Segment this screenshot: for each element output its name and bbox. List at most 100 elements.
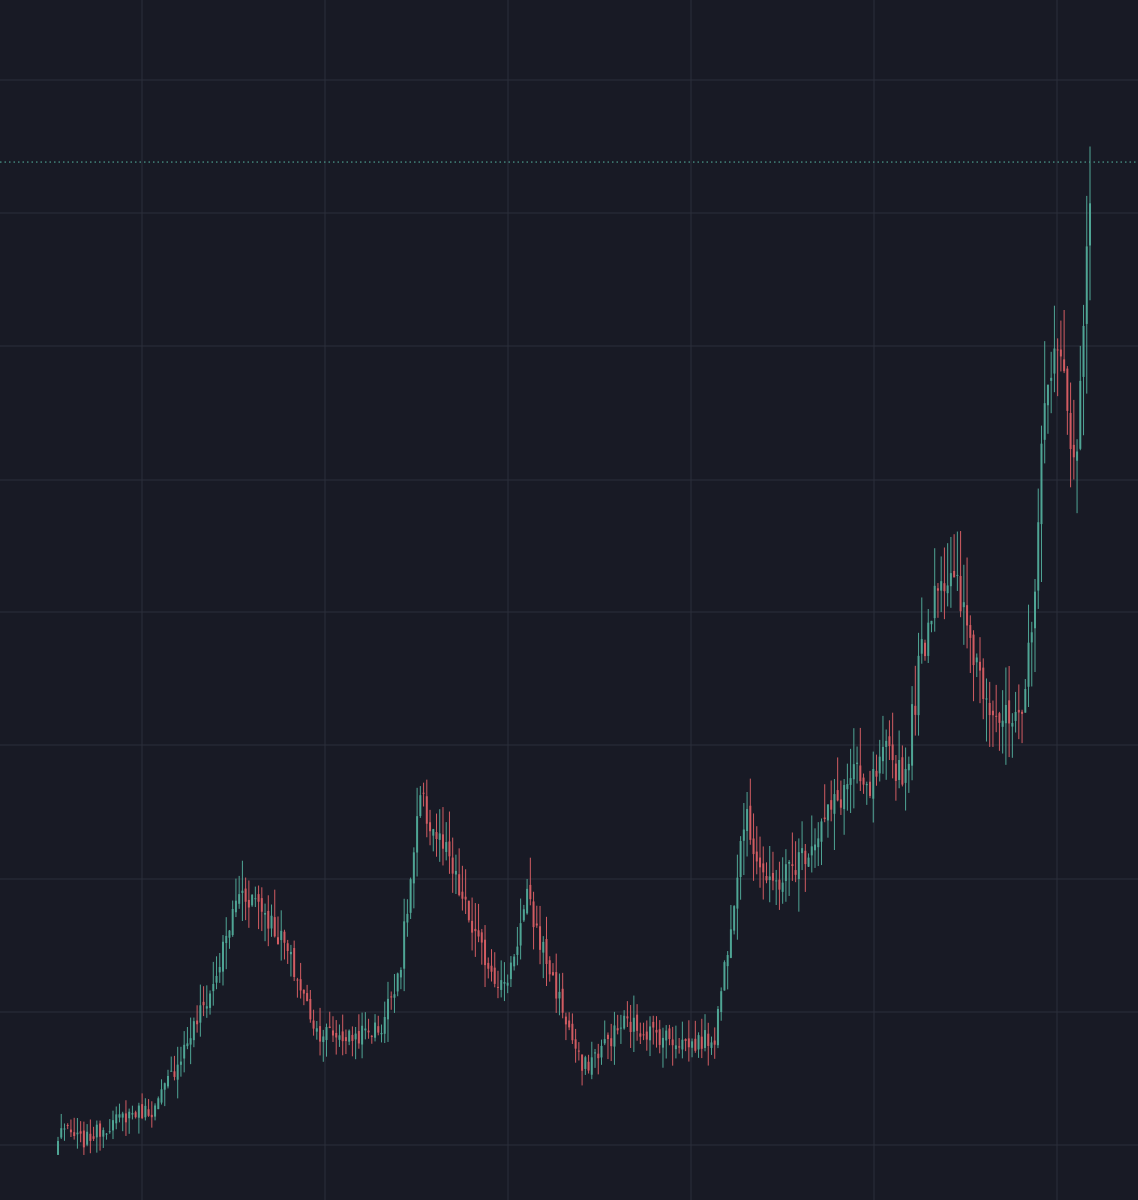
candle-body (678, 1046, 681, 1048)
candle-body (474, 928, 477, 932)
candle (632, 995, 635, 1053)
candle (558, 973, 561, 1016)
candle-body (975, 657, 978, 663)
candle-body (716, 1008, 719, 1046)
candle (784, 849, 787, 902)
candle (270, 904, 273, 937)
candle (516, 926, 519, 966)
candle (920, 597, 923, 664)
candle (179, 1046, 182, 1077)
candle-body (700, 1036, 703, 1049)
candle-body (691, 1041, 694, 1048)
candle-body (406, 913, 409, 923)
candle (474, 903, 477, 957)
candle-body (888, 736, 891, 747)
candle (115, 1106, 118, 1130)
candle (636, 1004, 639, 1041)
candle (118, 1103, 121, 1123)
candle (998, 711, 1001, 751)
candle-body (202, 1001, 205, 1006)
candle-body (254, 898, 257, 900)
candle (535, 905, 538, 928)
candle-body (60, 1128, 63, 1138)
candle (1069, 382, 1072, 488)
candle (513, 953, 516, 971)
candle (273, 889, 276, 938)
candle-body (856, 762, 859, 764)
candle-body (218, 967, 221, 973)
candle (891, 712, 894, 779)
candle (898, 730, 901, 789)
candle (76, 1118, 79, 1149)
candle (364, 1012, 367, 1040)
candle (218, 952, 221, 983)
candle-body (461, 891, 464, 899)
candle (493, 952, 496, 988)
candle-body (629, 1021, 632, 1033)
candle (577, 1042, 580, 1061)
candle-body (244, 888, 247, 902)
candle (619, 1014, 622, 1044)
candle (668, 1024, 671, 1046)
candle (357, 1014, 360, 1049)
candle-body (341, 1031, 344, 1042)
candle-body (1053, 348, 1056, 374)
candle (429, 809, 432, 846)
candle-body (791, 864, 794, 866)
candle-body (264, 913, 267, 915)
candle-body (299, 979, 302, 991)
candle-body (590, 1057, 593, 1075)
candle-body (652, 1021, 655, 1028)
candle (691, 1038, 694, 1058)
candle-body (92, 1136, 95, 1139)
candle-body (451, 857, 454, 874)
candle (684, 1038, 687, 1052)
candle-body (471, 920, 474, 933)
candle (930, 620, 933, 633)
candle (746, 792, 749, 857)
candle (532, 891, 535, 950)
candle-body (115, 1114, 118, 1124)
candle (697, 1032, 700, 1058)
candle (975, 653, 978, 678)
candle (1037, 488, 1040, 609)
candle (694, 1020, 697, 1053)
candle-body (367, 1030, 370, 1033)
candle (548, 956, 551, 982)
candle-body (429, 822, 432, 832)
candle (649, 1016, 652, 1057)
candle-body (464, 896, 467, 900)
candle (487, 957, 490, 979)
candle-body (839, 799, 842, 808)
candle (1040, 425, 1043, 582)
candle (801, 821, 804, 871)
candle-body (814, 844, 817, 851)
candle-body (881, 746, 884, 762)
candle-body (619, 1027, 622, 1029)
candle (1021, 709, 1024, 744)
candle (606, 1032, 609, 1060)
candle (597, 1043, 600, 1075)
candle (949, 536, 952, 608)
candle (325, 1023, 328, 1057)
candle (173, 1055, 176, 1081)
candle-body (309, 998, 312, 1020)
candle-body (215, 975, 218, 983)
candle (1085, 195, 1088, 394)
candle-body (105, 1133, 108, 1135)
candle (480, 928, 483, 965)
candle-body (1085, 246, 1088, 324)
candle (454, 854, 457, 894)
candle (859, 727, 862, 791)
candle-body (170, 1070, 173, 1072)
candle (1027, 604, 1030, 707)
candle (251, 894, 254, 907)
candle (1066, 366, 1069, 435)
candle-body (189, 1038, 192, 1045)
candle-body (154, 1105, 157, 1117)
candle-body (930, 620, 933, 625)
candle-body (778, 879, 781, 890)
candle-body (121, 1113, 124, 1118)
candle (652, 1015, 655, 1045)
